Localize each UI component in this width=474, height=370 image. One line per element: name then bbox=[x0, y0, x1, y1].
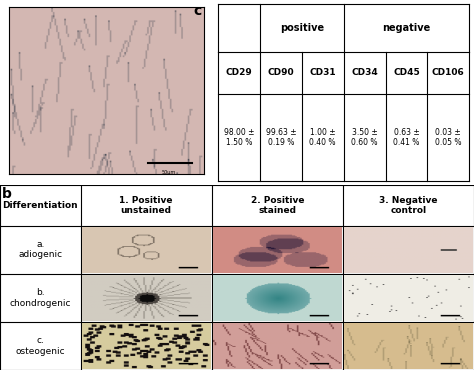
Text: CD31: CD31 bbox=[310, 68, 336, 77]
Text: 98.00 ±
1.50 %: 98.00 ± 1.50 % bbox=[224, 128, 254, 148]
Text: 1.00 ±
0.40 %: 1.00 ± 0.40 % bbox=[310, 128, 336, 148]
Text: CD106: CD106 bbox=[432, 68, 465, 77]
Text: c.
osteogenic: c. osteogenic bbox=[16, 336, 65, 356]
Text: 1. Positive
unstained: 1. Positive unstained bbox=[119, 196, 173, 215]
Text: 3.50 ±
0.60 %: 3.50 ± 0.60 % bbox=[351, 128, 378, 148]
Text: b: b bbox=[2, 187, 12, 201]
Text: 2. Positive
stained: 2. Positive stained bbox=[251, 196, 304, 215]
Text: 3. Negative
control: 3. Negative control bbox=[379, 196, 438, 215]
Text: CD29: CD29 bbox=[226, 68, 252, 77]
Text: CD45: CD45 bbox=[393, 68, 420, 77]
Text: b.
chondrogenic: b. chondrogenic bbox=[9, 288, 71, 307]
Text: 0.03 ±
0.05 %: 0.03 ± 0.05 % bbox=[435, 128, 462, 148]
Text: Differentiation: Differentiation bbox=[2, 201, 78, 210]
Text: c: c bbox=[193, 4, 201, 18]
Text: negative: negative bbox=[383, 23, 430, 33]
Text: a.
adiogenic: a. adiogenic bbox=[18, 240, 63, 259]
Text: 0.63 ±
0.41 %: 0.63 ± 0.41 % bbox=[393, 128, 419, 148]
Text: CD90: CD90 bbox=[267, 68, 294, 77]
Text: 50μm: 50μm bbox=[162, 170, 176, 175]
Text: positive: positive bbox=[280, 23, 324, 33]
Text: CD34: CD34 bbox=[351, 68, 378, 77]
Text: 99.63 ±
0.19 %: 99.63 ± 0.19 % bbox=[265, 128, 296, 148]
